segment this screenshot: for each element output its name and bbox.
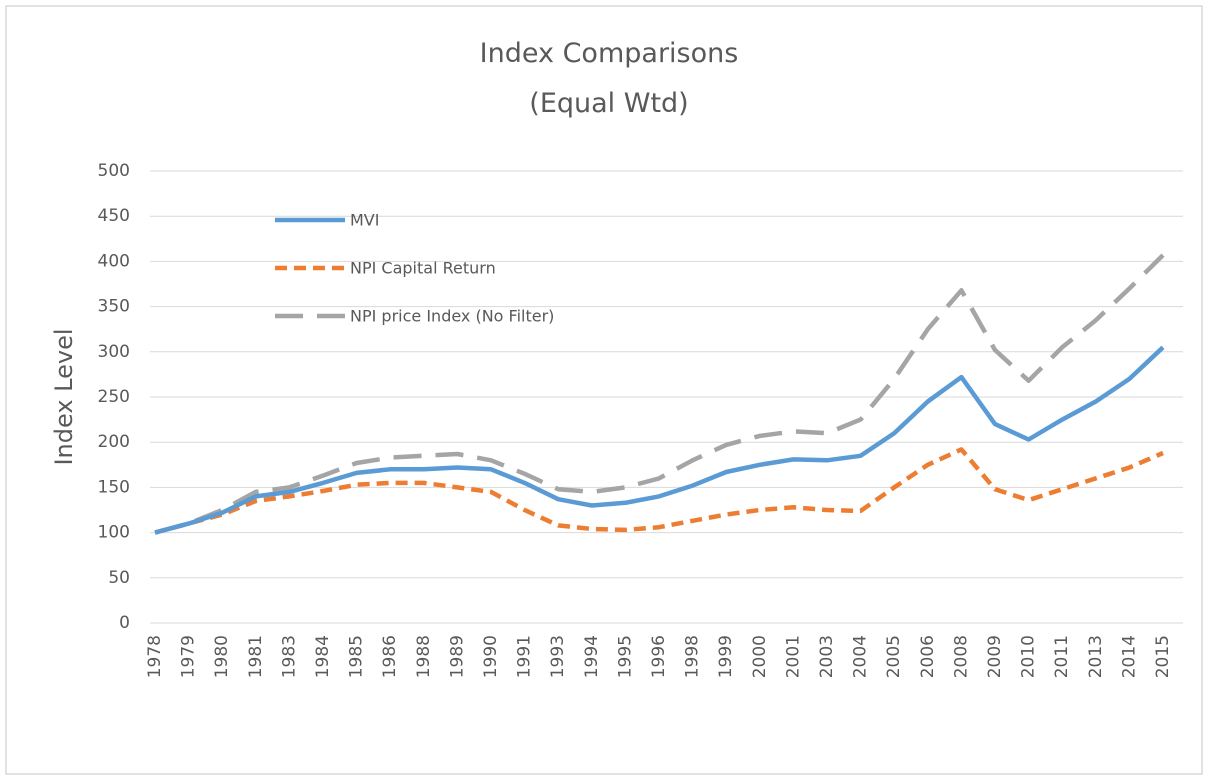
series-line xyxy=(154,253,1165,535)
y-tick-label: 400 xyxy=(98,251,130,271)
x-tick-label: 2003 xyxy=(817,635,837,678)
x-tick-label: 2015 xyxy=(1153,635,1173,678)
x-tick-label: 1990 xyxy=(481,635,501,678)
x-tick-label: 1989 xyxy=(447,635,467,678)
legend-label: NPI Capital Return xyxy=(350,259,496,278)
y-tick-label: 500 xyxy=(98,161,130,181)
x-tick-label: 2014 xyxy=(1119,635,1139,678)
x-tick-label: 1984 xyxy=(313,635,333,678)
y-axis-title: Index Level xyxy=(50,328,78,465)
series-line xyxy=(154,447,1164,535)
y-tick-label: 0 xyxy=(119,613,130,633)
x-tick-label: 1978 xyxy=(145,635,165,678)
x-tick-label: 1981 xyxy=(246,635,266,678)
chart-title: Index Comparisons xyxy=(480,38,739,69)
y-tick-label: 100 xyxy=(98,523,130,543)
x-tick-label: 2004 xyxy=(851,635,871,678)
x-tick-label: 1998 xyxy=(683,635,703,678)
x-tick-label: 2006 xyxy=(918,635,938,678)
x-tick-label: 2001 xyxy=(783,635,803,678)
y-tick-label: 250 xyxy=(98,387,130,407)
x-tick-label: 1994 xyxy=(582,635,602,678)
x-tick-label: 2005 xyxy=(884,635,904,678)
x-tick-label: 1983 xyxy=(279,635,299,678)
chart-subtitle: (Equal Wtd) xyxy=(529,88,688,119)
x-tick-label: 2000 xyxy=(750,635,770,678)
chart-border xyxy=(5,5,1203,775)
x-tick-label: 2008 xyxy=(951,635,971,678)
x-tick-label: 1988 xyxy=(414,635,434,678)
x-tick-label: 1980 xyxy=(212,635,232,678)
legend-label: MVI xyxy=(350,211,379,230)
y-tick-label: 350 xyxy=(98,297,130,317)
x-tick-label: 1985 xyxy=(347,635,367,678)
y-tick-label: 150 xyxy=(98,477,130,497)
y-tick-label: 200 xyxy=(98,432,130,452)
x-tick-label: 1993 xyxy=(548,635,568,678)
x-tick-label: 1986 xyxy=(380,635,400,678)
y-tick-label: 450 xyxy=(98,206,130,226)
x-tick-label: 1999 xyxy=(716,635,736,678)
legend-label: NPI price Index (No Filter) xyxy=(350,307,554,326)
x-tick-label: 2009 xyxy=(985,635,1005,678)
x-tick-label: 2013 xyxy=(1086,635,1106,678)
x-tick-label: 2011 xyxy=(1052,635,1072,678)
x-tick-label: 1991 xyxy=(515,635,535,678)
x-tick-label: 1995 xyxy=(615,635,635,678)
x-tick-label: 2010 xyxy=(1019,635,1039,678)
y-tick-label: 300 xyxy=(98,342,130,362)
x-tick-label: 1996 xyxy=(649,635,669,678)
x-tick-label: 1979 xyxy=(179,635,199,678)
series-line xyxy=(154,345,1165,535)
y-tick-label: 50 xyxy=(108,568,130,588)
